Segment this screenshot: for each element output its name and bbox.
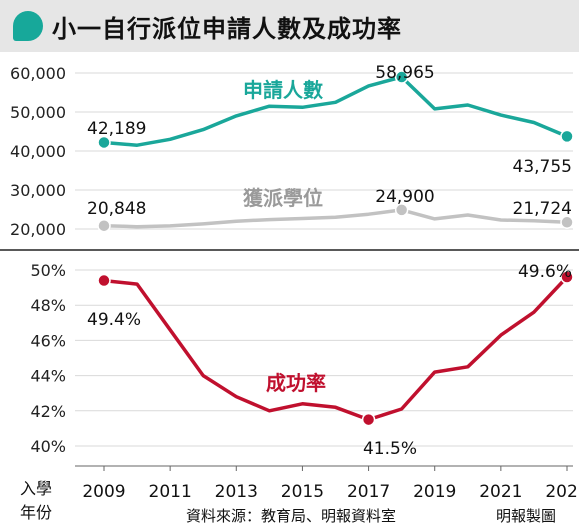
y-tick-label: 30,000 <box>10 181 66 200</box>
y-axis-ticks: 60,000 50,000 40,000 30,000 20,000 50% 48% 46% 4… <box>10 64 66 456</box>
x-tick-label: 2019 <box>413 482 456 502</box>
x-axis-title-line1: 入學 <box>20 479 52 498</box>
y-tick-label: 48% <box>30 296 66 315</box>
y-tick-label: 42% <box>30 402 66 421</box>
y-tick-label: 44% <box>30 367 66 386</box>
data-value-label: 58,965 <box>375 63 434 83</box>
source-note: 資料來源：教育局、明報資料室 <box>186 507 397 525</box>
data-value-label: 49.6% <box>518 262 572 282</box>
x-tick-label: 2021 <box>479 482 522 502</box>
data-value-label: 20,848 <box>87 199 146 219</box>
x-tick-label: 2011 <box>149 482 192 502</box>
title-bar: 小一自行派位申請人數及成功率 <box>0 0 579 52</box>
x-tick-label: 2023 <box>545 482 579 502</box>
y-tick-label: 40,000 <box>10 142 66 161</box>
y-tick-label: 50% <box>30 261 66 280</box>
x-axis-title-line2: 年份 <box>20 503 52 522</box>
x-tick-label: 2015 <box>281 482 324 502</box>
data-point-marker <box>560 215 574 230</box>
x-tick-label: 2009 <box>82 482 125 502</box>
x-tick-label: 2017 <box>347 482 390 502</box>
series-lines <box>97 70 574 427</box>
grid-lines <box>0 72 579 467</box>
data-value-label: 24,900 <box>375 187 434 207</box>
data-point-marker <box>560 129 574 144</box>
data-value-label: 42,189 <box>87 119 146 139</box>
y-tick-label: 20,000 <box>10 220 66 239</box>
series-name-label: 成功率 <box>266 371 326 395</box>
series-line-1 <box>103 75 568 147</box>
speech-bubble-icon <box>13 11 43 41</box>
y-tick-label: 40% <box>30 437 66 456</box>
data-point-marker <box>394 70 409 84</box>
x-axis-ticks: 2009 2011 2013 2015 2017 2019 2021 2023 <box>82 466 579 502</box>
y-tick-label: 50,000 <box>10 103 66 122</box>
data-point-marker <box>97 218 111 233</box>
data-point-marker <box>97 273 111 288</box>
data-value-label: 49.4% <box>87 310 141 330</box>
data-point-marker <box>560 270 574 284</box>
credit-note: 明報製圖 <box>496 507 557 525</box>
data-value-label: 41.5% <box>363 439 417 459</box>
y-tick-label: 46% <box>30 331 66 350</box>
x-tick-label: 2013 <box>215 482 258 502</box>
series-line-2 <box>103 208 568 229</box>
chart-title: 小一自行派位申請人數及成功率 <box>52 15 402 43</box>
data-point-marker <box>361 412 376 427</box>
series-line-3 <box>103 275 569 422</box>
data-value-label: 21,724 <box>513 199 572 219</box>
data-value-label: 43,755 <box>513 157 572 177</box>
series-name-label: 申請人數 <box>243 78 323 102</box>
data-point-marker <box>97 135 111 150</box>
y-tick-label: 60,000 <box>10 64 66 83</box>
data-point-marker <box>394 203 409 217</box>
series-name-label: 獲派學位 <box>243 186 323 210</box>
